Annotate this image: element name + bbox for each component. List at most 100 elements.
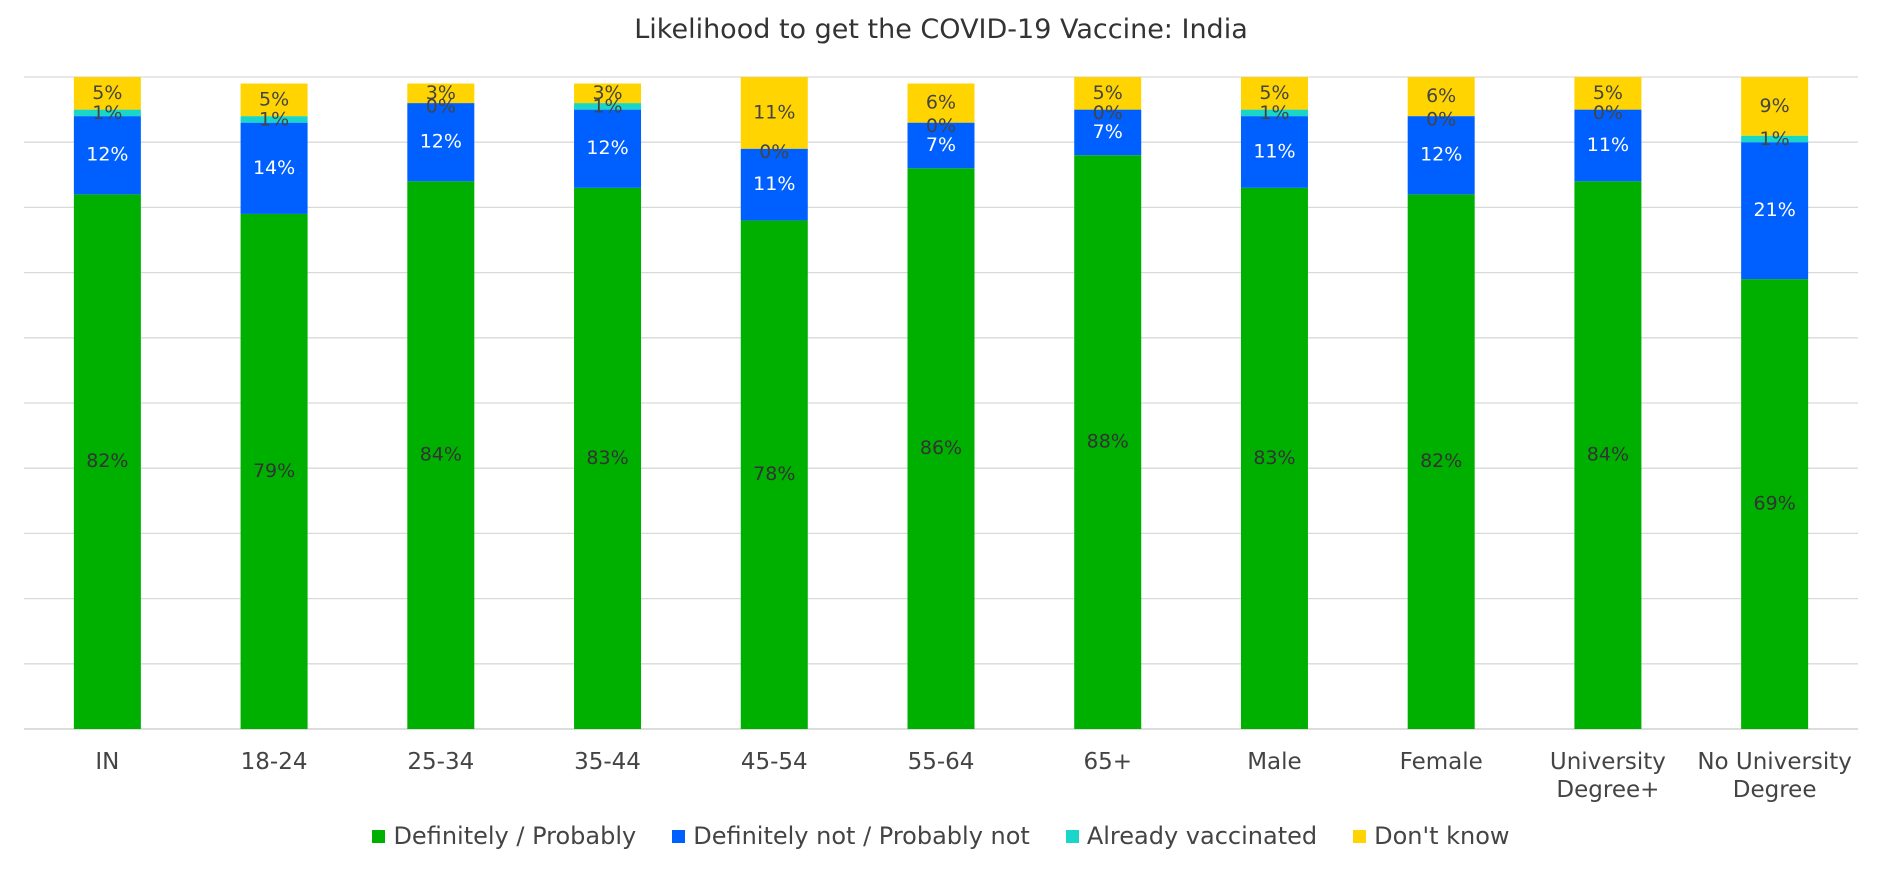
legend-item: Definitely / Probably: [372, 822, 636, 850]
legend-item: Don't know: [1353, 822, 1510, 850]
bar-segment: [574, 187, 642, 730]
bar-segment: [73, 194, 141, 730]
data-label: 9%: [1760, 95, 1790, 117]
data-label: 5%: [1259, 82, 1289, 104]
bar-segment: [1741, 135, 1809, 143]
bar-segment: [1407, 116, 1475, 195]
bar-segment: [407, 103, 475, 182]
bar-segment: [740, 220, 808, 729]
data-label: 84%: [1587, 444, 1629, 466]
data-label: 86%: [920, 437, 962, 459]
data-label: 1%: [592, 96, 622, 118]
data-label: 82%: [1420, 450, 1462, 472]
data-labels: 82%12%1%5%79%14%1%5%84%12%0%3%83%12%1%3%…: [86, 82, 1796, 515]
legend-item: Already vaccinated: [1065, 822, 1318, 850]
x-tick-label: Female: [1400, 749, 1483, 775]
data-label: 84%: [420, 444, 462, 466]
bar-segment: [740, 77, 808, 149]
x-tick-label: 65+: [1083, 749, 1132, 775]
x-axis: IN 18-24 25-34 35-44 45-54 55-64 65+ Male Female…: [95, 749, 1852, 803]
legend-label: Don't know: [1374, 822, 1510, 850]
bar-segment: [1741, 279, 1809, 729]
data-label: 0%: [759, 141, 789, 163]
bar-segment: [907, 83, 975, 123]
legend-swatch: [672, 829, 686, 843]
bar-segment: [1240, 187, 1308, 730]
data-label: 5%: [92, 82, 122, 104]
bar-segment: [1240, 109, 1308, 117]
x-tick-label: University: [1550, 749, 1666, 775]
data-label: 5%: [1593, 82, 1623, 104]
bars: [73, 77, 1809, 730]
bar-segment: [1741, 77, 1809, 136]
data-label: 78%: [753, 463, 795, 485]
legend: Definitely / Probably Definitely not / Pr…: [0, 822, 1882, 850]
x-tick-label: Degree: [1733, 777, 1817, 803]
bar-segment: [1240, 116, 1308, 188]
data-label: 83%: [1253, 447, 1295, 469]
bar-segment: [574, 103, 642, 110]
bar-segment: [1240, 77, 1308, 110]
data-label: 3%: [426, 82, 456, 104]
data-label: 21%: [1754, 199, 1796, 221]
bar-segment: [73, 109, 141, 117]
bar-segment: [407, 83, 475, 104]
data-label: 6%: [1426, 85, 1456, 107]
chart-title: Likelihood to get the COVID-19 Vaccine: …: [634, 14, 1248, 45]
data-label: 79%: [253, 460, 295, 482]
x-tick-label: 45-54: [741, 749, 808, 775]
data-label: 12%: [86, 144, 128, 166]
legend-label: Definitely not / Probably not: [693, 822, 1030, 850]
data-label: 1%: [1259, 102, 1289, 124]
bar-segment: [1074, 155, 1142, 730]
bar-segment: [240, 213, 308, 730]
bar-segment: [1574, 77, 1642, 110]
bar-segment: [1074, 77, 1142, 110]
legend-label: Already vaccinated: [1086, 822, 1318, 850]
data-label: 6%: [926, 92, 956, 114]
legend-swatch: [1065, 829, 1079, 843]
data-label: 14%: [253, 157, 295, 179]
legend-item: Definitely not / Probably not: [672, 822, 1030, 850]
data-label: 69%: [1754, 493, 1796, 515]
data-label: 0%: [426, 96, 456, 118]
x-tick-label: 35-44: [574, 749, 641, 775]
x-tick-label: Degree+: [1556, 777, 1659, 803]
data-label: 11%: [753, 173, 795, 195]
x-tick-label: IN: [95, 749, 119, 775]
data-label: 82%: [86, 450, 128, 472]
bar-segment: [240, 116, 308, 123]
data-label: 1%: [1760, 128, 1790, 150]
x-tick-label: 25-34: [407, 749, 474, 775]
data-label: 83%: [586, 447, 628, 469]
bar-segment: [1407, 77, 1475, 117]
data-label: 0%: [1593, 102, 1623, 124]
x-tick-label: No University: [1697, 749, 1852, 775]
bar-segment: [407, 181, 475, 729]
data-label: 7%: [1093, 121, 1123, 143]
bar-segment: [240, 83, 308, 117]
legend-swatch: [372, 829, 386, 843]
data-label: 11%: [753, 101, 795, 123]
bar-segment: [1574, 181, 1642, 729]
bar-segment: [574, 109, 642, 188]
data-label: 1%: [92, 102, 122, 124]
x-tick-label: 18-24: [241, 749, 308, 775]
data-label: 7%: [926, 134, 956, 156]
bar-segment: [1574, 109, 1642, 182]
data-label: 12%: [1420, 144, 1462, 166]
legend-label: Definitely / Probably: [393, 822, 637, 850]
bar-segment: [73, 116, 141, 195]
bar-segment: [240, 122, 308, 214]
bar-segment: [907, 168, 975, 729]
data-label: 11%: [1253, 140, 1295, 162]
data-label: 0%: [1426, 109, 1456, 131]
bar-segment: [73, 77, 141, 110]
data-label: 3%: [592, 82, 622, 104]
bar-segment: [740, 148, 808, 221]
data-label: 0%: [1093, 102, 1123, 124]
data-label: 12%: [586, 137, 628, 159]
bar-segment: [907, 122, 975, 169]
bar-segment: [1407, 194, 1475, 730]
